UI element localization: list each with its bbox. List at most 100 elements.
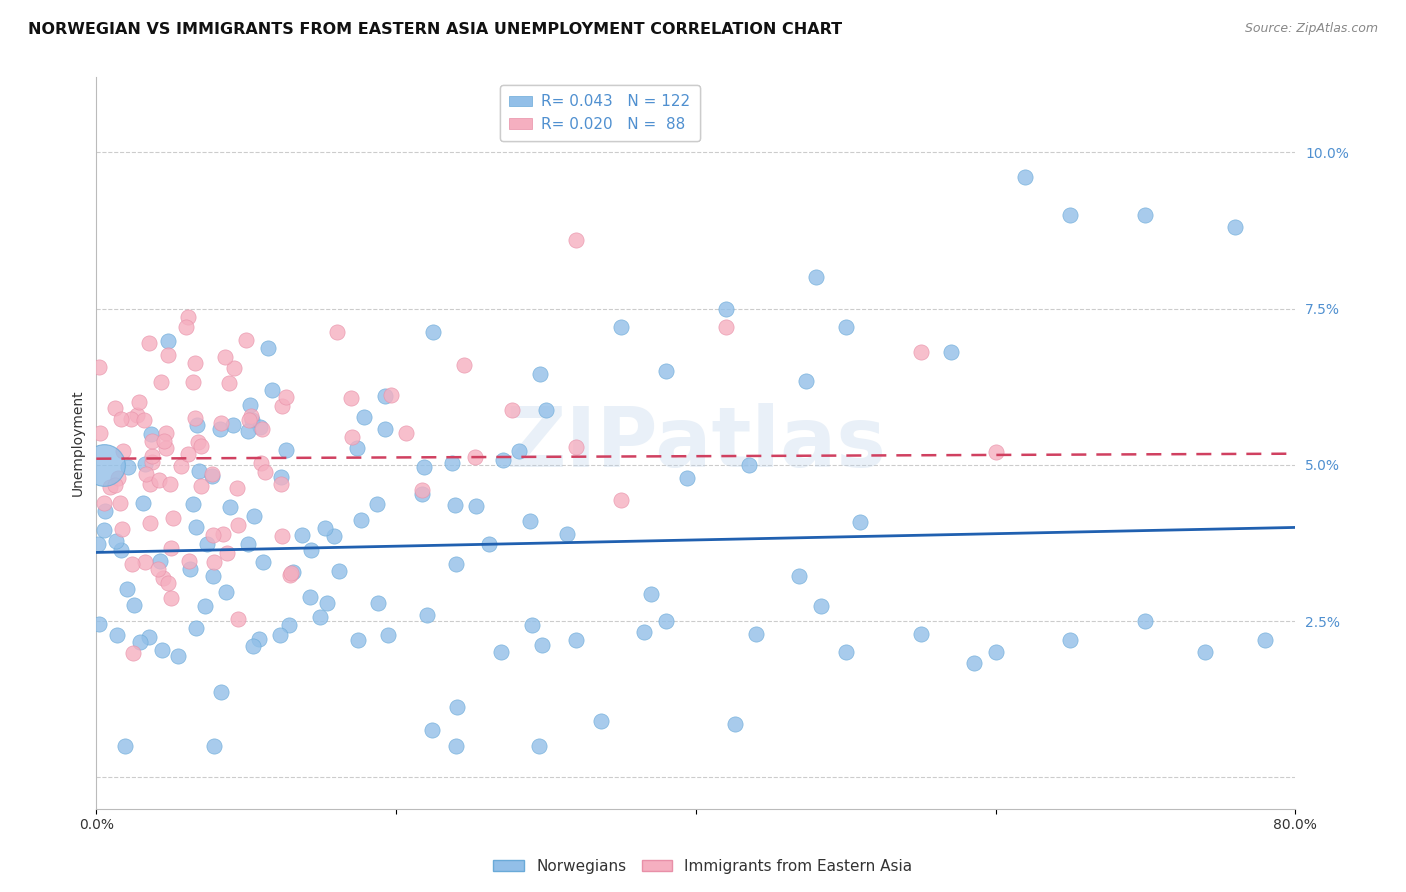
Point bbox=[139, 426, 162, 441]
Point bbox=[215, 584, 238, 599]
Point bbox=[141, 455, 163, 469]
Point bbox=[129, 635, 152, 649]
Point bbox=[1194, 645, 1216, 659]
Point bbox=[346, 441, 368, 455]
Point bbox=[508, 443, 530, 458]
Point bbox=[104, 401, 127, 416]
Point bbox=[218, 500, 240, 514]
Point bbox=[530, 638, 553, 652]
Point bbox=[738, 458, 761, 473]
Point bbox=[155, 441, 177, 455]
Point bbox=[226, 611, 249, 625]
Point bbox=[1135, 208, 1157, 222]
Point bbox=[93, 496, 115, 510]
Point bbox=[152, 571, 174, 585]
Point bbox=[849, 515, 872, 529]
Point bbox=[291, 528, 314, 542]
Point bbox=[150, 643, 173, 657]
Point bbox=[138, 630, 160, 644]
Point bbox=[115, 582, 138, 596]
Point bbox=[135, 467, 157, 482]
Point bbox=[444, 739, 467, 754]
Point bbox=[93, 504, 115, 518]
Point bbox=[676, 471, 699, 485]
Point bbox=[190, 440, 212, 454]
Point bbox=[110, 543, 132, 558]
Point bbox=[134, 458, 156, 472]
Point bbox=[520, 617, 543, 632]
Point bbox=[190, 479, 212, 493]
Text: NORWEGIAN VS IMMIGRANTS FROM EASTERN ASIA UNEMPLOYMENT CORRELATION CHART: NORWEGIAN VS IMMIGRANTS FROM EASTERN ASI… bbox=[28, 22, 842, 37]
Point bbox=[107, 471, 129, 485]
Point bbox=[112, 444, 135, 458]
Point bbox=[186, 621, 208, 635]
Point bbox=[501, 403, 523, 417]
Point bbox=[134, 413, 156, 427]
Point bbox=[226, 481, 249, 495]
Point bbox=[374, 422, 396, 436]
Point bbox=[242, 639, 264, 653]
Point bbox=[174, 320, 197, 334]
Point bbox=[1059, 632, 1081, 647]
Point bbox=[350, 513, 373, 527]
Legend: R= 0.043   N = 122, R= 0.020   N =  88: R= 0.043 N = 122, R= 0.020 N = 88 bbox=[501, 85, 700, 141]
Point bbox=[910, 345, 932, 359]
Point bbox=[1059, 208, 1081, 222]
Point bbox=[326, 325, 349, 339]
Point bbox=[270, 477, 292, 491]
Point bbox=[340, 391, 363, 405]
Point bbox=[412, 459, 434, 474]
Point bbox=[440, 456, 463, 470]
Point bbox=[202, 555, 225, 569]
Text: Source: ZipAtlas.com: Source: ZipAtlas.com bbox=[1244, 22, 1378, 36]
Point bbox=[212, 526, 235, 541]
Point bbox=[114, 739, 136, 754]
Point bbox=[139, 477, 162, 491]
Point bbox=[177, 310, 200, 324]
Point bbox=[139, 516, 162, 530]
Point bbox=[111, 522, 134, 536]
Point bbox=[278, 567, 301, 582]
Point bbox=[529, 367, 551, 381]
Point bbox=[489, 645, 512, 659]
Point bbox=[367, 596, 389, 610]
Point bbox=[395, 425, 418, 440]
Point bbox=[464, 450, 486, 464]
Point bbox=[239, 398, 262, 412]
Point bbox=[962, 657, 984, 671]
Point bbox=[724, 716, 747, 731]
Point bbox=[745, 626, 768, 640]
Point bbox=[492, 453, 515, 467]
Point bbox=[565, 233, 588, 247]
Point bbox=[519, 514, 541, 528]
Point bbox=[314, 521, 336, 535]
Point bbox=[87, 360, 110, 375]
Point bbox=[276, 390, 298, 404]
Point bbox=[177, 554, 200, 568]
Point bbox=[323, 529, 346, 543]
Point bbox=[176, 447, 198, 461]
Point bbox=[86, 537, 108, 551]
Point bbox=[328, 564, 350, 578]
Point bbox=[411, 486, 433, 500]
Point bbox=[640, 587, 662, 601]
Point bbox=[240, 413, 263, 427]
Point bbox=[257, 341, 280, 355]
Point bbox=[141, 434, 163, 448]
Point bbox=[299, 590, 322, 604]
Point bbox=[201, 469, 224, 483]
Point bbox=[453, 358, 475, 372]
Point bbox=[122, 646, 145, 660]
Point bbox=[834, 645, 856, 659]
Point bbox=[156, 575, 179, 590]
Point bbox=[149, 554, 172, 568]
Point bbox=[125, 408, 148, 422]
Point bbox=[1135, 614, 1157, 628]
Point bbox=[1014, 170, 1036, 185]
Point bbox=[89, 425, 111, 440]
Point bbox=[274, 443, 297, 458]
Point bbox=[224, 360, 246, 375]
Point bbox=[714, 301, 737, 316]
Point bbox=[353, 409, 375, 424]
Point bbox=[240, 409, 263, 424]
